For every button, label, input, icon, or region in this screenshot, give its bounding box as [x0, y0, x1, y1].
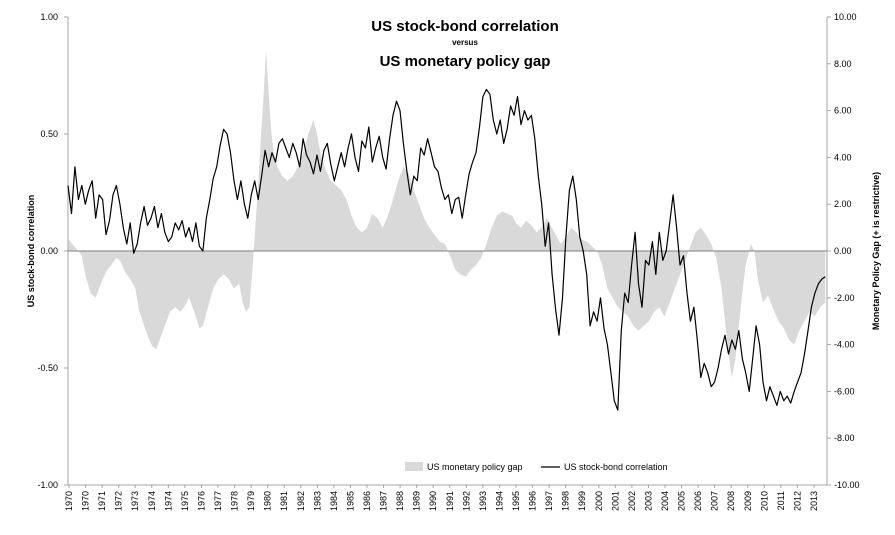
x-tick-label: 1978: [230, 491, 240, 511]
x-tick-label: 1999: [577, 491, 587, 511]
y-right-tick-label: -2.00: [834, 293, 855, 303]
x-tick-label: 1991: [445, 491, 455, 511]
x-tick-label: 1970: [64, 491, 74, 511]
x-tick-label: 1986: [362, 491, 372, 511]
x-tick-label: 1993: [478, 491, 488, 511]
y-right-tick-label: 4.00: [834, 152, 852, 162]
right-tick-labels: 10.00 8.00 6.00 4.00 2.00 0.00 -2.00 -4.00 -6.00…: [827, 12, 860, 490]
x-tick-label: 1998: [561, 491, 571, 511]
y-right-tick-label: -4.00: [834, 340, 855, 350]
x-tick-label: 1979: [246, 491, 256, 511]
x-tick-label: 1971: [97, 491, 107, 511]
x-tick-label: 1974: [147, 491, 157, 511]
x-tick-label: 1983: [312, 491, 322, 511]
policy-gap-area: [68, 49, 826, 378]
y-right-tick-label: -10.00: [834, 480, 860, 490]
y-right-tick-label: 0.00: [834, 246, 852, 256]
x-tick-label: 1977: [213, 491, 223, 511]
legend-label-correlation: US stock-bond correlation: [564, 462, 668, 472]
correlation-line-group: [67, 88, 826, 411]
x-tick-label: 1985: [345, 491, 355, 511]
x-tick-label: 2000: [594, 491, 604, 511]
x-tick-label: 1992: [461, 491, 471, 511]
y-right-axis-label: Monetary Policy Gap (+ is restrictive): [871, 172, 881, 330]
policy-gap-area-group: [68, 49, 826, 378]
x-tick-label: 1997: [544, 491, 554, 511]
x-tick-label: 1989: [412, 491, 422, 511]
correlation-line: [67, 88, 826, 411]
x-tick-labels: 1970 1970 1971 1972 1973 1974 1974 1975 1976 1977…: [64, 485, 819, 511]
chart-subtitle: US monetary policy gap: [380, 53, 551, 70]
x-tick-label: 1973: [130, 491, 140, 511]
x-tick-label: 2007: [710, 491, 720, 511]
x-tick-label: 2004: [660, 491, 670, 511]
y-left-tick-label: -0.50: [37, 363, 58, 373]
legend: US monetary policy gap US stock-bond cor…: [405, 462, 668, 472]
x-tick-label: 2003: [643, 491, 653, 511]
left-tick-labels: 1.00 0.50 0.00 -0.50 -1.00: [37, 12, 68, 490]
x-tick-label: 2011: [776, 491, 786, 510]
x-tick-label: 1982: [296, 491, 306, 511]
y-left-tick-label: 0.50: [40, 129, 58, 139]
x-tick-label: 2013: [809, 491, 819, 511]
x-tick-label: 1995: [511, 491, 521, 511]
x-tick-label: 1976: [196, 491, 206, 511]
x-tick-label: 1970: [81, 491, 91, 511]
x-tick-label: 1996: [528, 491, 538, 511]
x-tick-label: 2006: [693, 491, 703, 511]
legend-label-policy-gap: US monetary policy gap: [427, 462, 523, 472]
y-left-tick-label: -1.00: [37, 480, 58, 490]
x-tick-label: 2001: [610, 491, 620, 511]
x-tick-label: 1972: [114, 491, 124, 511]
x-tick-label: 2002: [627, 491, 637, 511]
x-tick-label: 1974: [163, 491, 173, 511]
y-right-tick-label: -6.00: [834, 386, 855, 396]
legend-swatch-policy-gap: [405, 462, 423, 471]
x-tick-label: 2010: [759, 491, 769, 511]
y-right-tick-label: 2.00: [834, 199, 852, 209]
x-tick-label: 2012: [792, 491, 802, 511]
x-tick-label: 1990: [428, 491, 438, 511]
y-left-axis-label: US stock-bond correlation: [26, 195, 36, 308]
chart-title-connector: versus: [452, 38, 478, 47]
y-right-tick-label: 6.00: [834, 106, 852, 116]
y-left-tick-label: 1.00: [40, 12, 58, 22]
y-right-tick-label: 8.00: [834, 59, 852, 69]
x-tick-label: 2008: [726, 491, 736, 511]
x-tick-label: 1988: [395, 491, 405, 511]
x-tick-label: 1994: [494, 491, 504, 511]
y-right-tick-label: 10.00: [834, 12, 857, 22]
y-left-tick-label: 0.00: [40, 246, 58, 256]
x-tick-label: 1981: [279, 491, 289, 511]
x-tick-label: 1975: [180, 491, 190, 511]
x-tick-label: 1987: [379, 491, 389, 511]
x-tick-label: 1980: [263, 491, 273, 511]
chart-title: US stock-bond correlation: [371, 18, 559, 35]
x-tick-label: 2005: [677, 491, 687, 511]
x-tick-label: 2009: [743, 491, 753, 511]
y-right-tick-label: -8.00: [834, 433, 855, 443]
x-tick-label: 1984: [329, 491, 339, 511]
